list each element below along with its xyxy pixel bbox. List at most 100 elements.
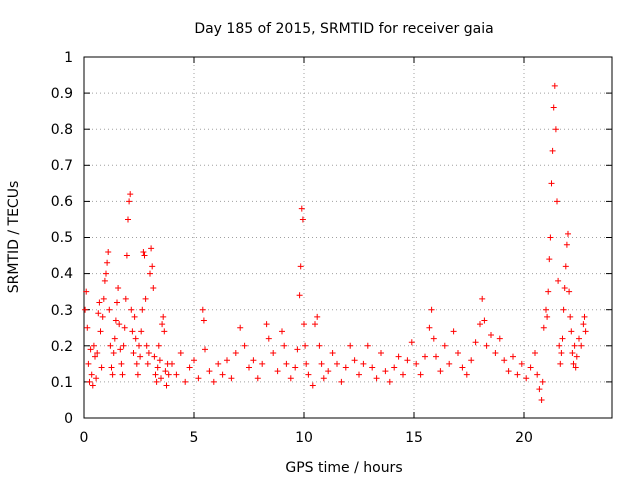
data-point — [299, 216, 306, 223]
x-tick-label: 20 — [515, 430, 533, 446]
data-point — [149, 263, 156, 270]
x-axis-label: GPS time / hours — [285, 460, 402, 476]
data-point — [144, 360, 151, 367]
data-point — [110, 350, 117, 357]
data-point — [169, 360, 175, 367]
data-point — [161, 328, 168, 335]
data-point — [126, 198, 133, 205]
data-point — [441, 342, 448, 349]
data-point — [241, 342, 248, 349]
data-point — [573, 353, 580, 360]
data-point — [101, 277, 108, 284]
data-point — [351, 357, 358, 364]
data-point — [87, 346, 94, 353]
data-point — [121, 324, 128, 331]
data-point — [118, 360, 125, 367]
data-point — [250, 357, 257, 364]
data-point — [265, 335, 272, 342]
data-point — [132, 335, 139, 342]
data-point — [186, 364, 193, 371]
grid-lines — [84, 57, 612, 418]
data-point — [463, 371, 470, 378]
data-point — [259, 360, 266, 367]
data-point — [117, 346, 124, 353]
data-point — [111, 335, 118, 342]
data-point — [510, 353, 516, 360]
data-point — [283, 360, 290, 367]
data-point — [342, 364, 349, 371]
data-point — [148, 245, 155, 252]
y-tick-label: 0.8 — [51, 122, 73, 138]
data-point — [104, 259, 111, 266]
y-axis-label: SRMTID / TECUs — [6, 181, 22, 294]
data-point — [296, 292, 303, 299]
data-point — [320, 375, 327, 382]
data-point — [232, 350, 239, 357]
y-tick-label: 1 — [64, 50, 73, 66]
data-point — [182, 378, 189, 385]
data-point — [552, 126, 559, 133]
data-point — [162, 368, 169, 375]
data-point — [85, 360, 92, 367]
data-point — [122, 295, 129, 302]
data-point — [152, 371, 159, 378]
data-point — [382, 368, 389, 375]
data-point — [93, 375, 100, 382]
data-point — [153, 378, 160, 385]
data-point — [151, 353, 158, 360]
data-point — [536, 386, 543, 393]
data-point — [294, 346, 301, 353]
data-point — [433, 353, 439, 360]
data-point — [228, 375, 235, 382]
data-point — [523, 375, 530, 382]
data-point — [532, 350, 538, 357]
data-point — [97, 328, 104, 335]
data-point — [518, 360, 525, 367]
data-point — [103, 270, 109, 277]
data-point — [109, 371, 116, 378]
data-point — [154, 364, 161, 371]
data-point — [527, 364, 534, 371]
data-point — [373, 375, 380, 382]
data-point — [309, 382, 316, 389]
x-tick-label: 10 — [295, 430, 313, 446]
data-point — [567, 313, 574, 320]
data-point — [562, 263, 569, 270]
y-tick-label: 0.1 — [51, 375, 73, 391]
data-point — [191, 357, 197, 364]
data-point — [395, 353, 402, 360]
data-point — [582, 328, 589, 335]
data-point — [314, 313, 321, 320]
data-point — [159, 321, 166, 328]
data-point — [297, 263, 304, 270]
data-point — [99, 313, 106, 320]
data-point — [404, 357, 411, 364]
data-point — [576, 335, 582, 342]
data-point — [329, 350, 336, 357]
data-point — [147, 270, 153, 277]
data-point — [115, 285, 122, 292]
y-tick-label: 0.4 — [51, 266, 73, 282]
data-point — [105, 248, 112, 255]
data-point — [270, 350, 277, 357]
data-point — [141, 252, 148, 259]
data-point — [302, 342, 309, 349]
x-tick-label: 5 — [190, 430, 199, 446]
y-tick-label: 0.5 — [51, 230, 73, 246]
data-point — [430, 335, 437, 342]
data-point — [422, 353, 428, 360]
data-point — [130, 350, 137, 357]
data-point — [572, 364, 579, 371]
data-point — [483, 342, 490, 349]
data-point — [219, 371, 226, 378]
data-points — [82, 82, 589, 403]
data-point — [136, 342, 142, 349]
data-point — [557, 360, 564, 367]
data-point — [156, 357, 163, 364]
data-point — [318, 360, 325, 367]
data-point — [215, 360, 222, 367]
data-point — [199, 306, 206, 313]
data-point — [426, 324, 433, 331]
data-point — [292, 364, 299, 371]
